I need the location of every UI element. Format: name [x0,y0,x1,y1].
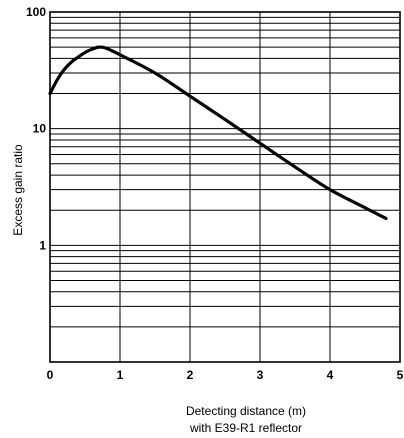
series-line [48,45,388,221]
y-axis-label: Excess gain ratio [11,144,25,236]
x-tick-label: 2 [187,368,194,382]
x-axis-label-line-1: Detecting distance (m) [186,404,306,418]
x-tick-label: 5 [397,368,404,382]
x-tick-label: 0 [47,368,54,382]
plot-frame [49,11,401,363]
y-tick-label: 100 [26,5,46,19]
x-tick-label: 1 [117,368,124,382]
grid-layer [50,12,400,362]
y-tick-label: 1 [39,238,46,252]
x-axis-label-line-2: with E39-R1 reflector [189,421,302,435]
x-tick-label: 4 [327,368,334,382]
x-tick-label: 3 [257,368,264,382]
y-tick-label: 10 [33,122,47,136]
tick-labels: 0 1 2 3 4 5 1 10 100 [26,5,404,382]
